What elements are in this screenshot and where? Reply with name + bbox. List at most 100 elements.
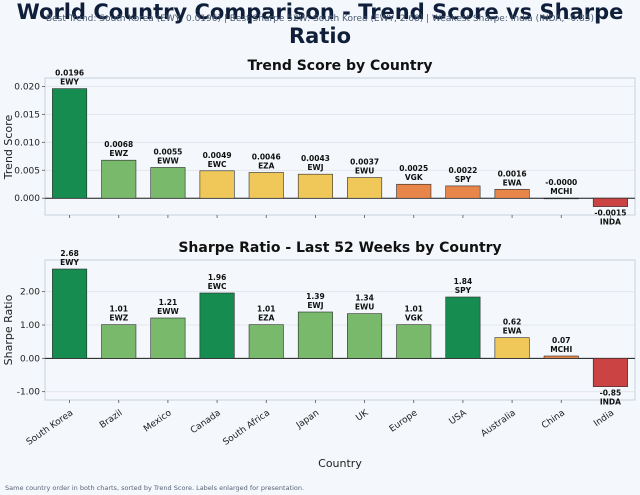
p1-bar-ticker-label: EWJ bbox=[307, 163, 323, 172]
p1-bar bbox=[52, 88, 88, 199]
p2-bar-ticker-label: INDA bbox=[600, 398, 621, 407]
p1-bar-ticker-label: EWW bbox=[157, 156, 179, 165]
p2-x-tick-label: Europe bbox=[388, 408, 420, 435]
p1-bar-value-label: 0.0068 bbox=[104, 140, 133, 149]
p2-y-tick-label: 1.00 bbox=[20, 321, 40, 331]
p2-bar-ticker-label: EWC bbox=[208, 282, 227, 291]
p1-bar-value-label: -0.0015 bbox=[594, 209, 626, 218]
p2-bar-value-label: 1.01 bbox=[109, 305, 128, 314]
p2-bar-ticker-label: SPY bbox=[455, 286, 472, 295]
p2-bar-ticker-label: EWA bbox=[503, 327, 522, 336]
p1-bar-ticker-label: EZA bbox=[258, 162, 275, 171]
p1-bar bbox=[248, 172, 284, 199]
p1-bar-ticker-label: SPY bbox=[455, 175, 472, 184]
p2-x-tick-label: USA bbox=[448, 408, 470, 427]
p2-bar-value-label: 0.62 bbox=[503, 318, 522, 327]
p2-y-tick-label: 0.00 bbox=[20, 354, 40, 364]
p1-bar-value-label: 0.0043 bbox=[301, 154, 330, 163]
p1-bar-value-label: 0.0025 bbox=[399, 164, 428, 173]
p2-x-tick-label: South Africa bbox=[221, 408, 272, 448]
p2-bar-ticker-label: EZA bbox=[258, 314, 275, 323]
p2-bar bbox=[494, 337, 530, 359]
p2-bar-value-label: 1.39 bbox=[306, 292, 325, 301]
p1-y-tick-label: 0.020 bbox=[14, 82, 40, 92]
p2-x-tick-label: South Korea bbox=[25, 408, 75, 447]
p2-y-axis-label: Sharpe Ratio bbox=[2, 294, 15, 365]
p2-bar bbox=[445, 296, 481, 359]
p1-chart-title: Trend Score by Country bbox=[247, 58, 432, 74]
p1-y-axis-label: Trend Score bbox=[2, 115, 15, 181]
p1-bar-ticker-label: EWY bbox=[60, 78, 79, 87]
p2-x-tick-label: Mexico bbox=[142, 408, 174, 434]
page-title: World Country Comparison - Trend Score v… bbox=[16, 0, 624, 48]
p2-y-tick-label: -1.00 bbox=[17, 388, 41, 398]
p2-bar-value-label: 1.84 bbox=[454, 277, 473, 286]
footer-note: Same country order in both charts, sorte… bbox=[5, 484, 305, 492]
p2-bar bbox=[248, 324, 284, 359]
p2-bar bbox=[543, 355, 579, 359]
p1-bar-ticker-label: EWU bbox=[355, 167, 375, 176]
p2-bar bbox=[101, 324, 137, 359]
p2-bar-value-label: 1.21 bbox=[159, 298, 178, 307]
p2-bar bbox=[150, 317, 186, 359]
p1-plot-frame bbox=[44, 77, 636, 216]
p1-bar bbox=[347, 177, 383, 199]
p1-bar-ticker-label: INDA bbox=[600, 218, 621, 227]
p2-bar-value-label: 0.07 bbox=[552, 336, 571, 345]
p1-bar bbox=[396, 183, 432, 199]
p2-chart-title: Sharpe Ratio - Last 52 Weeks by Country bbox=[178, 240, 501, 256]
p1-bar bbox=[101, 159, 137, 199]
p1-bar bbox=[592, 197, 628, 207]
p2-x-tick-label: Brazil bbox=[98, 408, 124, 431]
p2-x-tick-label: Australia bbox=[479, 408, 517, 439]
p1-bar-ticker-label: MCHI bbox=[550, 187, 572, 196]
p1-bar-value-label: 0.0037 bbox=[350, 158, 379, 167]
p1-bar-ticker-label: EWZ bbox=[109, 149, 128, 158]
p2-bar-ticker-label: EWU bbox=[355, 303, 375, 312]
p1-y-tick-label: 0.005 bbox=[14, 166, 40, 176]
p2-bar-value-label: 1.01 bbox=[404, 305, 423, 314]
p1-bar-value-label: 0.0196 bbox=[55, 69, 84, 78]
p2-bar bbox=[52, 268, 88, 359]
p2-x-tick-label: UK bbox=[354, 408, 371, 424]
p2-bar-value-label: 1.96 bbox=[208, 273, 227, 282]
p1-bar bbox=[199, 170, 235, 199]
p1-bar bbox=[150, 167, 186, 199]
p1-bar-value-label: 0.0022 bbox=[448, 166, 477, 175]
p2-bar bbox=[592, 358, 628, 387]
p2-bar bbox=[396, 324, 432, 359]
p2-bar-ticker-label: EWW bbox=[157, 307, 179, 316]
p2-bar-ticker-label: MCHI bbox=[550, 345, 572, 354]
p2-bar-ticker-label: VGK bbox=[405, 314, 424, 323]
p2-bar-value-label: -0.85 bbox=[600, 389, 622, 398]
p1-y-tick-label: 0.015 bbox=[14, 110, 40, 120]
p1-bar-value-label: 0.0055 bbox=[153, 147, 182, 156]
p1-bar bbox=[445, 185, 481, 199]
p1-bar bbox=[494, 188, 530, 199]
p1-bar-value-label: 0.0049 bbox=[203, 151, 232, 160]
p1-bar-ticker-label: EWC bbox=[208, 160, 227, 169]
p1-bar-value-label: 0.0016 bbox=[498, 169, 527, 178]
p2-x-tick-label: Japan bbox=[294, 408, 321, 431]
p1-bar bbox=[297, 173, 333, 199]
p1-bar-ticker-label: VGK bbox=[405, 173, 424, 182]
p2-x-axis-label: Country bbox=[318, 457, 362, 470]
p2-bar-value-label: 1.01 bbox=[257, 305, 276, 314]
p2-bar bbox=[199, 292, 235, 359]
p1-bar bbox=[543, 197, 579, 200]
p2-y-tick-label: 2.00 bbox=[20, 288, 40, 298]
p1-bar-value-label: -0.0000 bbox=[545, 178, 577, 187]
p2-x-tick-label: India bbox=[592, 408, 616, 429]
p2-plot-frame bbox=[44, 259, 636, 401]
p2-x-tick-label: Canada bbox=[189, 408, 223, 436]
page-subtitle: Best Trend: South Korea (EWY, 0.0196) | … bbox=[45, 14, 595, 24]
p2-bar-ticker-label: EWY bbox=[60, 258, 79, 267]
p2-bar-ticker-label: EWJ bbox=[307, 301, 323, 310]
p2-bar bbox=[297, 311, 333, 359]
p1-bar-value-label: 0.0046 bbox=[252, 153, 281, 162]
p1-y-tick-label: 0.010 bbox=[14, 138, 40, 148]
p2-bar-ticker-label: EWZ bbox=[109, 314, 128, 323]
p2-bar-value-label: 2.68 bbox=[60, 249, 79, 258]
p2-bar bbox=[347, 313, 383, 359]
